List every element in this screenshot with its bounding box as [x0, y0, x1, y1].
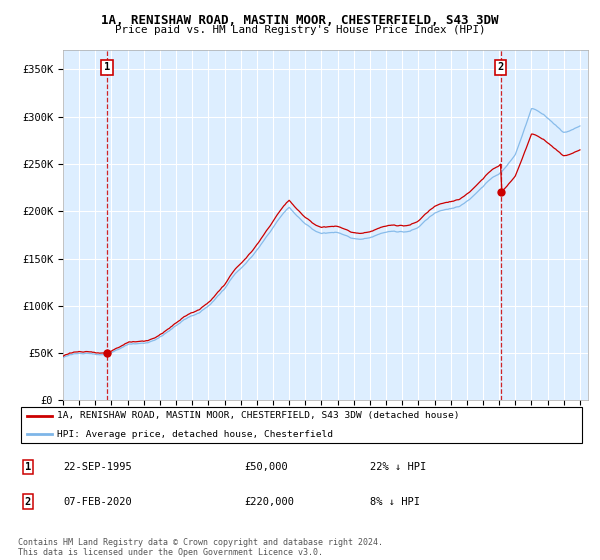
Text: £50,000: £50,000 [245, 462, 289, 472]
Text: 1A, RENISHAW ROAD, MASTIN MOOR, CHESTERFIELD, S43 3DW (detached house): 1A, RENISHAW ROAD, MASTIN MOOR, CHESTERF… [56, 411, 459, 420]
Text: 8% ↓ HPI: 8% ↓ HPI [370, 497, 419, 507]
FancyBboxPatch shape [21, 407, 581, 443]
Text: £220,000: £220,000 [245, 497, 295, 507]
Text: 1: 1 [104, 62, 110, 72]
Text: Price paid vs. HM Land Registry's House Price Index (HPI): Price paid vs. HM Land Registry's House … [115, 25, 485, 35]
Text: 07-FEB-2020: 07-FEB-2020 [64, 497, 132, 507]
Text: 22% ↓ HPI: 22% ↓ HPI [370, 462, 426, 472]
Text: 22-SEP-1995: 22-SEP-1995 [64, 462, 132, 472]
Text: 2: 2 [25, 497, 31, 507]
Text: 1A, RENISHAW ROAD, MASTIN MOOR, CHESTERFIELD, S43 3DW: 1A, RENISHAW ROAD, MASTIN MOOR, CHESTERF… [101, 14, 499, 27]
Text: Contains HM Land Registry data © Crown copyright and database right 2024.
This d: Contains HM Land Registry data © Crown c… [18, 538, 383, 557]
Text: HPI: Average price, detached house, Chesterfield: HPI: Average price, detached house, Ches… [56, 430, 332, 439]
Text: 1: 1 [25, 462, 31, 472]
Text: 2: 2 [497, 62, 504, 72]
